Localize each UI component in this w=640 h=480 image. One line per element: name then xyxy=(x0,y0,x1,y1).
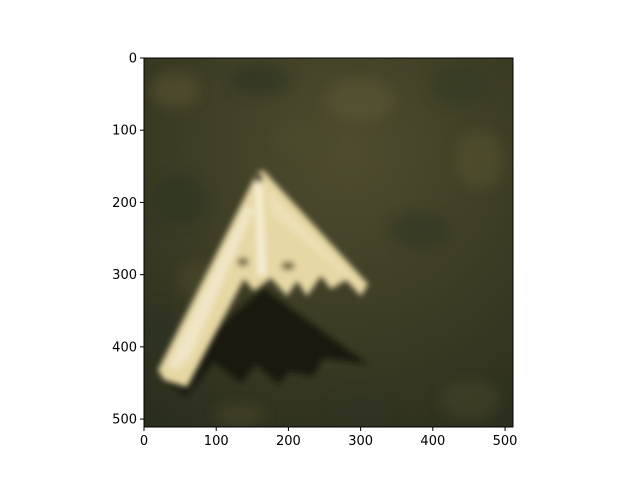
aircraft-highlight-right xyxy=(268,190,356,283)
x-tick-label: 100 xyxy=(204,434,229,449)
x-tick-label: 400 xyxy=(420,434,445,449)
aircraft-nose-mark xyxy=(255,173,263,183)
aircraft-highlight-left xyxy=(168,205,254,370)
y-tick-label: 400 xyxy=(112,340,137,355)
aircraft-wing xyxy=(158,170,368,387)
x-tick-label: 0 xyxy=(140,434,148,449)
y-tick-label: 0 xyxy=(129,52,137,67)
axes-frame xyxy=(143,57,514,428)
x-tick-label: 500 xyxy=(493,434,518,449)
y-tick-label: 500 xyxy=(112,413,137,428)
aircraft-engine-left xyxy=(237,257,249,267)
aircraft-engine-right xyxy=(281,261,295,271)
x-tick-label: 200 xyxy=(276,434,301,449)
x-axis: 0 100 200 300 400 500 xyxy=(140,427,518,449)
aircraft-spine xyxy=(255,182,266,276)
y-tick-label: 100 xyxy=(112,124,137,139)
y-tick-label: 300 xyxy=(112,268,137,283)
aircraft-shadow xyxy=(163,288,367,396)
x-tick-label: 300 xyxy=(348,434,373,449)
y-tick-label: 200 xyxy=(112,196,137,211)
aircraft xyxy=(158,170,368,387)
y-axis: 0 100 200 300 400 500 xyxy=(112,52,144,428)
image-area xyxy=(144,58,513,427)
